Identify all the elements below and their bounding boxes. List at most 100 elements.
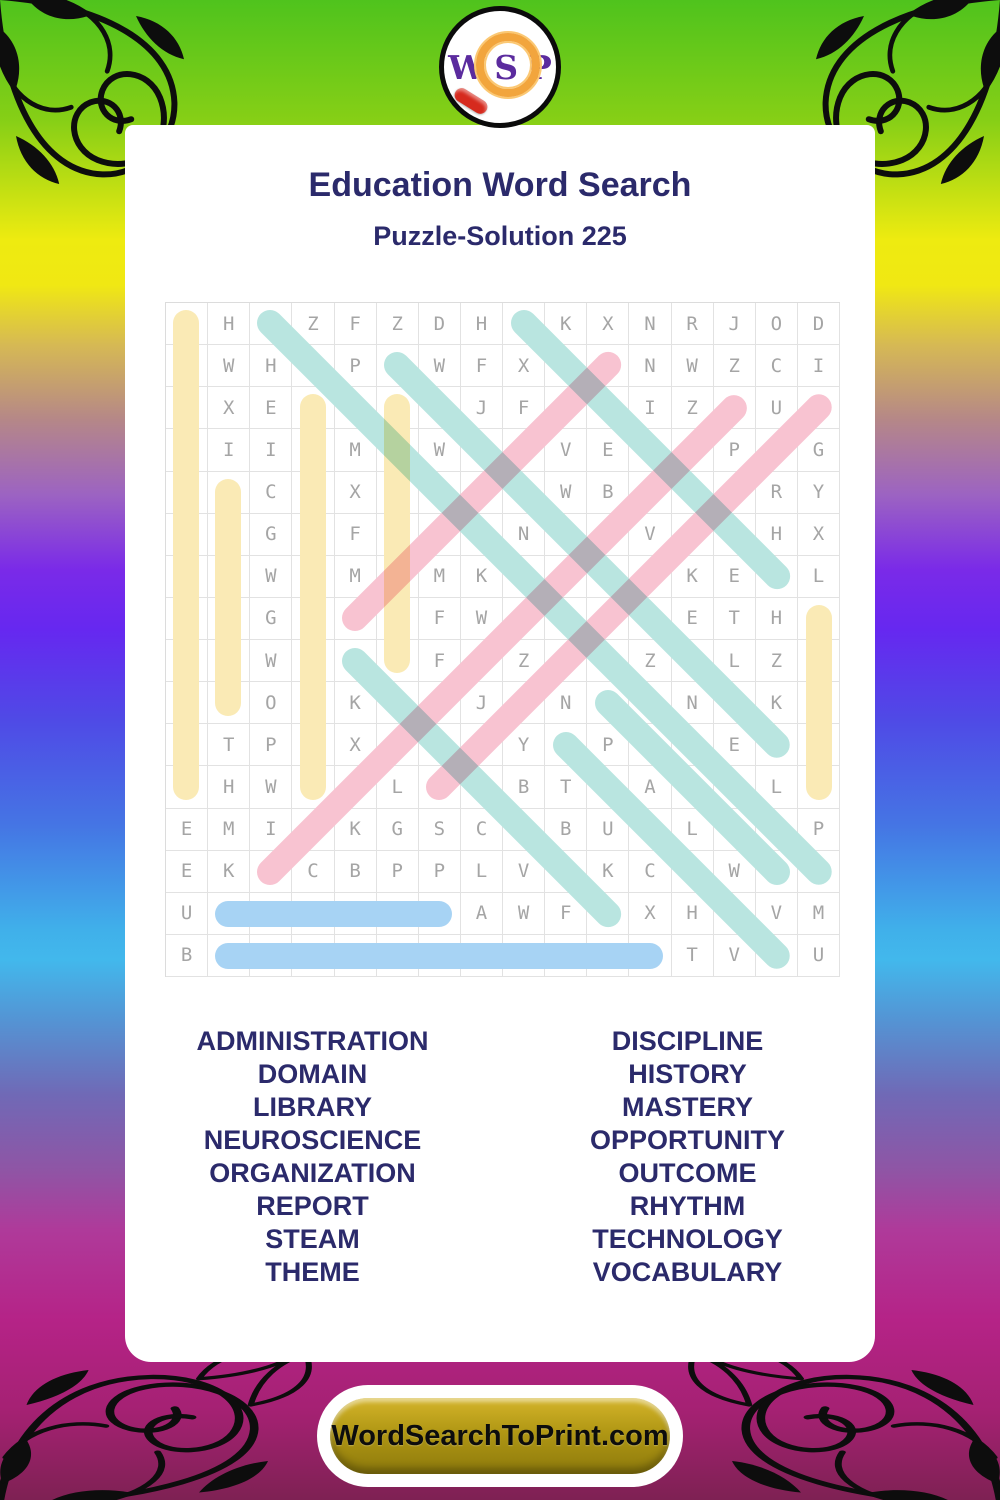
grid-cell: C [460, 766, 503, 809]
grid-cell: H [755, 513, 798, 556]
word-list-item: VOCABULARY [592, 1257, 783, 1287]
wsp-logo: W S P [439, 6, 561, 128]
grid-cell: I [250, 808, 293, 851]
grid-cell: F [334, 513, 377, 556]
grid-cell: L [671, 808, 714, 851]
grid-cell: H [587, 766, 630, 809]
grid-cell: P [292, 934, 335, 977]
grid-cell: K [334, 808, 377, 851]
puzzle-card: Education Word Search Puzzle-Solution 22… [125, 125, 875, 1362]
grid-cell: G [250, 513, 293, 556]
grid-cell: K [208, 850, 251, 893]
grid-cell: R [208, 640, 251, 683]
grid-cell: O [292, 429, 335, 472]
grid-cell: C [460, 429, 503, 472]
grid-cell: T [671, 850, 714, 893]
grid-cell: C [545, 640, 588, 683]
grid-cell: P [713, 429, 756, 472]
grid-cell: O [587, 555, 630, 598]
grid-cell: N [545, 513, 588, 556]
grid-cell: I [587, 597, 630, 640]
grid-cell: E [587, 892, 630, 935]
grid-cell: I [376, 892, 419, 935]
word-list-item: DISCIPLINE [611, 1026, 764, 1056]
grid-cell: G [334, 766, 377, 809]
grid-cell: W [250, 555, 293, 598]
grid-cell: B [376, 471, 419, 514]
grid-cell: I [166, 597, 209, 640]
grid-cell: O [208, 597, 251, 640]
grid-cell: I [713, 766, 756, 809]
grid-cell: O [671, 429, 714, 472]
grid-cell: O [671, 640, 714, 683]
grid-cell: L [797, 555, 840, 598]
grid-cell: R [292, 724, 335, 767]
grid-cell: W [460, 597, 503, 640]
grid-cell: W [713, 850, 756, 893]
grid-cell: C [166, 555, 209, 598]
grid-cell: E [166, 345, 209, 388]
grid-cell: N [755, 429, 798, 472]
grid-cell: Z [629, 640, 672, 683]
grid-cell: H [208, 766, 251, 809]
grid-cell: O [250, 850, 293, 893]
grid-cell: N [629, 303, 672, 346]
grid-cell: U [166, 892, 209, 935]
grid-cell: T [629, 429, 672, 472]
grid-cell: E [713, 724, 756, 767]
grid-cell: R [545, 387, 588, 430]
grid-cell: D [418, 766, 461, 809]
grid-cell: P [418, 850, 461, 893]
grid-cell: M [755, 934, 798, 977]
grid-cell: A [292, 513, 335, 556]
grid-cell: X [629, 892, 672, 935]
grid-cell: Y [292, 766, 335, 809]
grid-cell: D [797, 303, 840, 346]
grid-cell: E [671, 597, 714, 640]
grid-cell: C [292, 471, 335, 514]
grid-cell: L [292, 640, 335, 683]
grid-cell: P [376, 850, 419, 893]
grid-cell: Y [797, 471, 840, 514]
grid-cell: A [629, 766, 672, 809]
grid-cell: W [418, 429, 461, 472]
grid-cell: P [629, 555, 672, 598]
grid-cell: R [208, 471, 251, 514]
grid-cell: T [587, 934, 630, 977]
grid-cell: P [208, 555, 251, 598]
grid-cell: T [713, 597, 756, 640]
grid-cell: N [545, 682, 588, 725]
grid-cell: C [755, 345, 798, 388]
grid-cell: O [334, 640, 377, 683]
grid-cell: P [587, 724, 630, 767]
grid-cell: N [713, 387, 756, 430]
website-button[interactable]: WordSearchToPrint.com [330, 1398, 670, 1474]
grid-cell: Z [292, 303, 335, 346]
word-list-item: HISTORY [628, 1059, 747, 1089]
word-list-left-column: ADMINISTRATION DOMAIN LIBRARY NEUROSCIENCE O… [125, 1025, 500, 1289]
grid-cell: M [713, 808, 756, 851]
grid-cell: T [208, 724, 251, 767]
grid-cell: N [418, 892, 461, 935]
grid-cell: R [587, 640, 630, 683]
grid-cell: B [334, 850, 377, 893]
grid-cell: R [713, 513, 756, 556]
grid-cell: K [755, 682, 798, 725]
grid-cell: S [503, 682, 546, 725]
grid-cell: U [376, 682, 419, 725]
grid-cell: S [503, 555, 546, 598]
grid-cell: H [460, 303, 503, 346]
grid-cell: P [334, 345, 377, 388]
grid-cell: L [671, 513, 714, 556]
page-subtitle: Puzzle-Solution 225 [373, 221, 627, 251]
word-list-right-column: DISCIPLINE HISTORY MASTERY OPPORTUNITY OUTCO… [500, 1025, 875, 1289]
word-list-item: LIBRARY [253, 1092, 372, 1122]
grid-cell: K [334, 682, 377, 725]
grid-cell: H [713, 892, 756, 935]
grid-cell: E [671, 766, 714, 809]
grid-cell: R [292, 808, 335, 851]
grid-cell: T [418, 724, 461, 767]
